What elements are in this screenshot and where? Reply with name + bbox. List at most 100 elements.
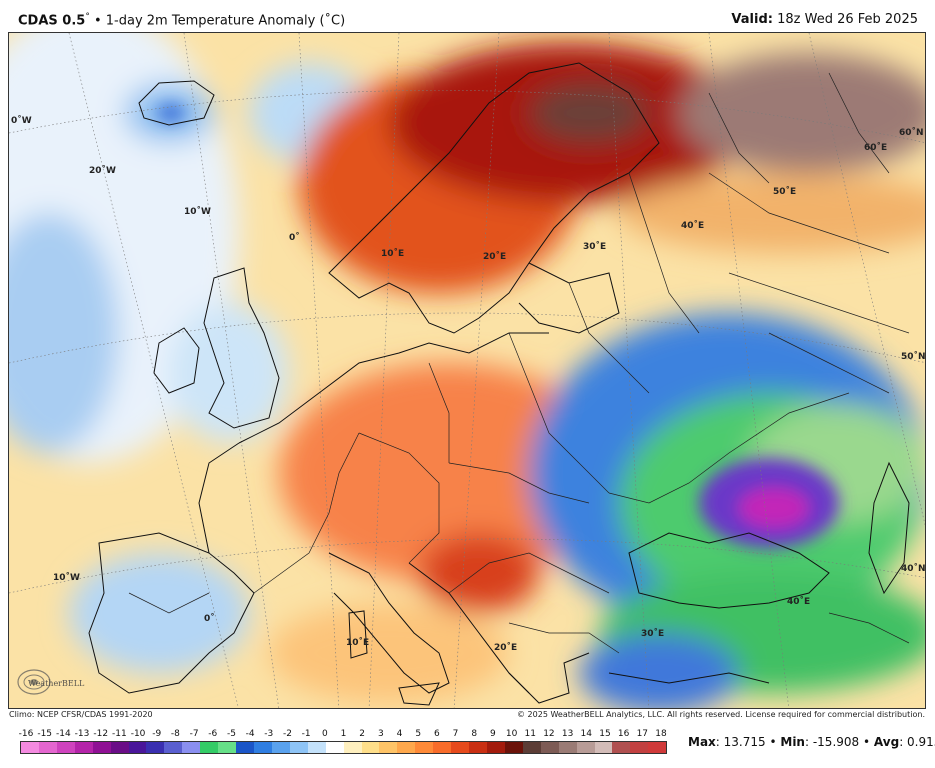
legend-tick: 13	[561, 729, 574, 739]
border-greece-bulgaria	[508, 622, 620, 654]
longitude-line-50e	[808, 33, 925, 526]
crimea-coldest-area	[739, 488, 809, 528]
grid-label-lon-w-5: 0˚	[204, 613, 215, 624]
anomaly-field	[9, 33, 925, 708]
legend-tick: 16	[617, 729, 630, 739]
legend-swatch	[361, 742, 380, 753]
legend-tick: -1	[301, 729, 311, 739]
legend-tick: -6	[208, 729, 218, 739]
title-separator: •	[93, 13, 102, 29]
legend-swatch	[146, 742, 165, 753]
legend-tick: -16	[18, 729, 34, 739]
legend-swatch	[415, 742, 434, 753]
legend-tick: -12	[93, 729, 109, 739]
legend-swatch	[469, 742, 487, 753]
border-france-east	[253, 432, 360, 594]
min-label: Min	[780, 735, 805, 749]
sicily-coastline	[398, 682, 440, 706]
legend-swatch	[218, 742, 237, 753]
country-borders	[128, 72, 910, 654]
legend-swatch	[630, 742, 649, 753]
legend-tick: 3	[377, 729, 384, 739]
legend-swatch	[576, 742, 595, 753]
grid-label-lon-e-7: 20˚E	[494, 642, 517, 653]
grid-label-lat-n-1: 50˚N	[901, 351, 926, 362]
russia-very-warm-area	[679, 53, 925, 173]
legend-swatch	[522, 742, 541, 753]
anomaly-core	[157, 104, 839, 548]
anatolia-cold-area	[579, 633, 739, 708]
legend-tick: 14	[580, 729, 593, 739]
legend-swatch	[433, 742, 452, 753]
max-value: 13.715	[723, 735, 766, 749]
legend-swatch	[164, 742, 183, 753]
iceland-cold-core	[157, 104, 185, 122]
grid-label-lon-e-6: 10˚E	[346, 637, 369, 648]
border-spain-portugal	[128, 592, 210, 614]
legend-swatch	[56, 742, 75, 753]
iberia-cool-area	[69, 553, 249, 673]
black-sea-coastline	[628, 532, 830, 609]
turkey-coastline	[608, 672, 770, 684]
legend-tick: -4	[245, 729, 255, 739]
north-sea-coastline	[238, 332, 549, 444]
border-russia-inner-2	[728, 272, 910, 334]
legend-swatch	[92, 742, 111, 753]
legend-swatch	[325, 742, 344, 753]
weatherbell-swirl-icon: WeatherBELL	[17, 669, 85, 695]
grid-label-lon-w-2: 10˚W	[184, 206, 211, 217]
legend-tick: -13	[74, 729, 90, 739]
france-coastline	[198, 442, 240, 554]
legend-tick: 6	[434, 729, 440, 739]
degree-mark: °	[85, 12, 90, 22]
coastlines	[88, 62, 910, 706]
longitude-line-10e	[368, 33, 400, 708]
color-legend: -16 -15 -14 -13 -12 -11 -10 -9 -8 -7 -6 -5 -4 -3 -2 -1 0…	[18, 729, 667, 755]
legend-tick: 5	[415, 729, 422, 739]
legend-swatch	[486, 742, 505, 753]
legend-color-bar	[20, 741, 667, 754]
header: CDAS 0.5° • 1-day 2m Temperature Anomaly…	[0, 0, 935, 32]
legend-tick: -2	[282, 729, 292, 739]
border-germany-poland	[428, 362, 450, 463]
max-label: Max	[688, 735, 716, 749]
border-russia-inner-4	[708, 92, 770, 184]
legend-swatch	[540, 742, 559, 753]
valid-time-value: 18z Wed 26 Feb 2025	[777, 12, 918, 27]
min-value: -15.908	[812, 735, 860, 749]
grid-label-lon-e-1: 20˚E	[483, 251, 506, 262]
greece-coastline	[508, 652, 590, 704]
central-europe-warm-area	[279, 363, 619, 583]
italy-coastline	[328, 552, 450, 694]
valid-label: Valid:	[731, 12, 773, 27]
climo-note: Climo: NCEP CFSR/CDAS 1991-2020	[9, 710, 153, 719]
legend-tick: 8	[471, 729, 478, 739]
map-canvas: 0˚W 20˚W 10˚W 10˚W 0˚ 0˚ 10˚E 20˚E 30˚E …	[9, 33, 926, 708]
legend-tick: 17	[636, 729, 649, 739]
stats-sep-1: •	[769, 735, 777, 749]
valid-time: Valid: 18z Wed 26 Feb 2025	[731, 12, 918, 27]
title-text: 1-day 2m Temperature Anomaly (˚C)	[105, 13, 346, 29]
legend-swatch	[110, 742, 129, 753]
legend-swatch	[74, 742, 93, 753]
weatherbell-logo: WeatherBELL	[14, 660, 96, 700]
border-poland-east	[508, 332, 610, 494]
grid-label-lon-w-1: 20˚W	[89, 165, 116, 176]
sardinia-coastline	[348, 610, 368, 659]
legend-tick: -11	[112, 729, 127, 739]
iceland-coastline	[138, 80, 215, 126]
latitude-line-50n	[9, 312, 925, 364]
legend-swatch	[648, 742, 667, 753]
legend-swatch	[451, 742, 470, 753]
longitude-line-0	[298, 33, 340, 708]
great-britain-coastline	[203, 267, 280, 429]
grid-label-lon-e-4: 50˚E	[773, 186, 796, 197]
grid-label-lon-e-5: 60˚E	[864, 142, 887, 153]
border-ukraine-north	[608, 392, 850, 504]
grid-label-lon-e-2: 30˚E	[583, 241, 606, 252]
latitude-line-60n	[9, 90, 925, 143]
field-stats: Max: 13.715 • Min: -15.908 • Avg: 0.915	[688, 735, 935, 749]
grid-label-lat-n-2: 40˚N	[901, 563, 926, 574]
legend-swatch	[128, 742, 147, 753]
logo-text: WeatherBELL	[28, 679, 85, 688]
